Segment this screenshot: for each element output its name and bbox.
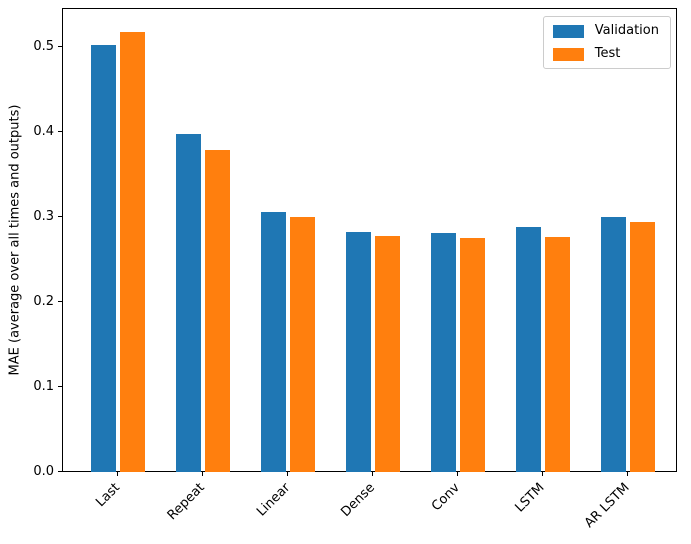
bar-validation-lstm — [515, 227, 542, 472]
bar-validation-last — [90, 44, 117, 472]
x-category-label: Repeat — [164, 480, 208, 524]
bar-test-last — [119, 31, 146, 472]
x-tick-mark — [542, 472, 543, 476]
validation-series-swatch — [552, 24, 584, 38]
x-tick-mark — [627, 472, 628, 476]
bar-test-repeat — [204, 149, 231, 472]
plot-area: Validation Test — [62, 8, 677, 472]
bar-validation-linear — [260, 211, 287, 472]
bar-validation-repeat — [175, 133, 202, 472]
y-axis-label: MAE (average over all times and outputs) — [7, 104, 23, 376]
x-tick-mark — [457, 472, 458, 476]
x-category-label: Dense — [338, 480, 378, 520]
bar-validation-ar-lstm — [600, 217, 627, 472]
bar-test-lstm — [544, 236, 571, 472]
x-category-label: LSTM — [512, 480, 548, 516]
y-tick-label: 0.5 — [33, 39, 54, 55]
x-tick-mark — [287, 472, 288, 476]
bar-validation-conv — [430, 233, 457, 472]
x-category-label: Conv — [428, 480, 463, 515]
x-tick-mark — [202, 472, 203, 476]
x-category-label: Linear — [253, 480, 293, 520]
x-category-label: AR LSTM — [582, 480, 633, 532]
test-series-swatch — [552, 47, 584, 61]
bars-layer — [63, 9, 676, 472]
x-tick-mark — [117, 472, 118, 476]
legend-item-validation: Validation — [552, 23, 659, 38]
legend-label-test: Test — [594, 46, 621, 61]
bar-test-ar-lstm — [629, 222, 656, 472]
bar-validation-dense — [345, 232, 372, 472]
y-tick-label: 0.0 — [33, 464, 54, 479]
legend-label-validation: Validation — [594, 23, 659, 38]
bar-test-dense — [374, 235, 401, 472]
y-tick-label: 0.1 — [33, 379, 54, 395]
bar-test-conv — [459, 238, 486, 472]
legend-item-test: Test — [552, 46, 659, 61]
legend: Validation Test — [542, 16, 671, 69]
bar-test-linear — [289, 217, 316, 472]
x-category-label: Last — [93, 480, 123, 511]
x-tick-mark — [372, 472, 373, 476]
